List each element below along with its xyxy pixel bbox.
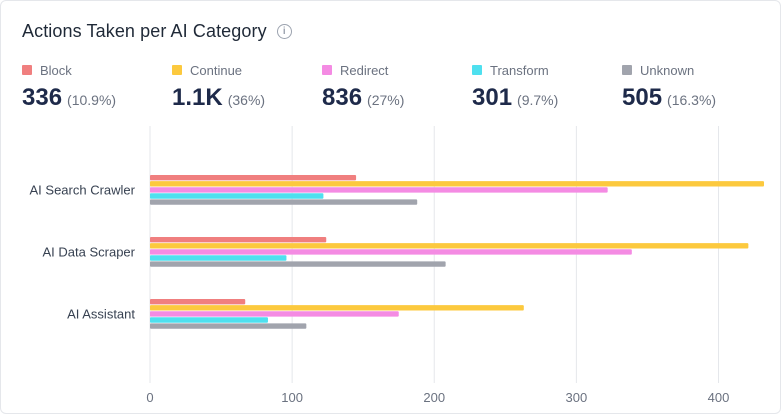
stat-value: 1.1K [172, 84, 223, 111]
x-tick-label: 400 [708, 390, 730, 405]
bar-continue [150, 243, 749, 249]
category-label: AI Assistant [67, 306, 135, 321]
stat-value: 301 [472, 84, 513, 111]
bar-block [150, 237, 327, 243]
bar-block [150, 299, 246, 305]
stat-label: Transform [490, 62, 549, 78]
stat-continue[interactable]: Continue 1.1K (36%) [172, 61, 322, 112]
x-tick-label: 300 [566, 390, 588, 405]
bar-unknown [150, 199, 418, 205]
bar-transform [150, 255, 287, 261]
stat-value: 836 [322, 84, 363, 111]
stat-label: Continue [190, 62, 243, 78]
continue-swatch [172, 65, 182, 75]
bar-continue [150, 181, 764, 187]
stat-label: Unknown [640, 62, 695, 78]
category-label: AI Data Scraper [43, 244, 136, 259]
stat-percent: (10.9%) [67, 92, 117, 108]
bar-transform [150, 193, 324, 199]
bar-block [150, 175, 357, 181]
chart-title: Actions Taken per AI Category [22, 21, 267, 41]
transform-swatch [472, 65, 482, 75]
category-label: AI Search Crawler [30, 182, 136, 197]
title-row: Actions Taken per AI Category i [22, 21, 292, 42]
stat-transform[interactable]: Transform 301 (9.7%) [472, 61, 622, 112]
bar-redirect [150, 249, 632, 255]
stats-legend: Block 336 (10.9%) Continue 1.1K (36%) Re… [22, 61, 762, 117]
x-tick-label: 200 [423, 390, 445, 405]
bar-transform [150, 317, 268, 323]
stat-value: 336 [22, 84, 63, 111]
block-swatch [22, 65, 32, 75]
bar-continue [150, 305, 524, 311]
x-tick-label: 0 [146, 390, 153, 405]
stat-unknown[interactable]: Unknown 505 (16.3%) [622, 61, 772, 112]
stat-redirect[interactable]: Redirect 836 (27%) [322, 61, 472, 112]
stat-percent: (9.7%) [517, 92, 559, 108]
x-tick-label: 100 [281, 390, 303, 405]
unknown-swatch [622, 65, 632, 75]
redirect-swatch [322, 65, 332, 75]
bar-unknown [150, 323, 307, 329]
stat-label: Block [40, 62, 72, 78]
stat-label: Redirect [340, 62, 389, 78]
stat-percent: (27%) [367, 92, 405, 108]
stat-percent: (36%) [227, 92, 266, 108]
info-icon[interactable]: i [276, 24, 292, 39]
bar-unknown [150, 261, 446, 267]
stat-percent: (16.3%) [667, 92, 717, 108]
bar-redirect [150, 311, 399, 317]
stat-block[interactable]: Block 336 (10.9%) [22, 61, 172, 112]
stat-value: 505 [622, 84, 663, 111]
bar-redirect [150, 187, 608, 193]
